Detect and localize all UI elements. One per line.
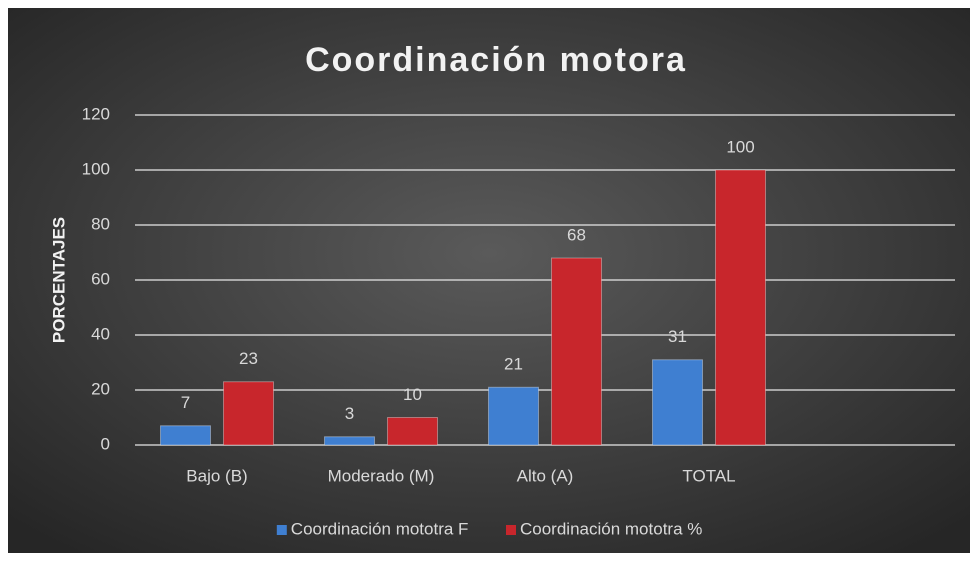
legend-label: Coordinación mototra F (291, 519, 469, 538)
data-label: 3 (345, 404, 354, 423)
data-label: 68 (567, 225, 586, 244)
data-label: 10 (403, 385, 422, 404)
data-label: 23 (239, 349, 258, 368)
bar (387, 417, 438, 446)
bar (715, 169, 766, 446)
y-tick-label: 0 (101, 434, 110, 453)
y-tick-label: 20 (91, 379, 110, 398)
y-tick-label: 120 (82, 104, 110, 123)
y-tick-label: 40 (91, 324, 110, 343)
x-tick-label: Bajo (B) (186, 466, 247, 485)
y-axis-label: PORCENTAJES (49, 217, 68, 343)
data-label: 21 (504, 355, 523, 374)
bar (488, 386, 539, 446)
chart-title: Coordinación motora (305, 41, 687, 79)
bar (652, 359, 703, 446)
x-tick-label: Alto (A) (517, 466, 574, 485)
data-label: 31 (668, 327, 687, 346)
y-tick-label: 60 (91, 269, 110, 288)
y-tick-label: 80 (91, 214, 110, 233)
x-tick-label: TOTAL (682, 466, 735, 485)
bar (223, 381, 274, 446)
legend-swatch (506, 525, 516, 535)
bar (551, 257, 602, 446)
data-label: 100 (726, 137, 754, 156)
bar (324, 436, 375, 446)
bar (160, 425, 211, 446)
y-tick-label: 100 (82, 159, 110, 178)
legend-swatch (276, 525, 287, 535)
data-label: 7 (181, 393, 190, 412)
legend-label: Coordinación mototra % (520, 519, 702, 538)
x-tick-label: Moderado (M) (328, 466, 435, 485)
